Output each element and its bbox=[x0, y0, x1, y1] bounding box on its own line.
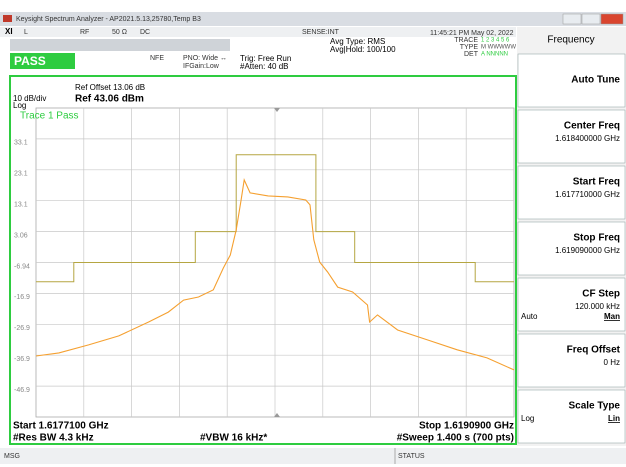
softkey-value: 1.618400000 GHz bbox=[555, 134, 620, 143]
top-marker bbox=[274, 108, 280, 112]
scale-type: Log bbox=[13, 101, 26, 110]
y-tick-label: -16.9 bbox=[14, 294, 30, 301]
title-bar bbox=[0, 12, 626, 26]
settings-bar bbox=[10, 39, 230, 51]
status-item: SENSE:INT bbox=[302, 29, 340, 36]
datetime: 11:45:21 PM May 02, 2022 bbox=[430, 30, 514, 37]
softkey-label: CF Step bbox=[582, 289, 620, 300]
softkey-label: Center Freq bbox=[564, 121, 620, 132]
y-tick-label: 3.06 bbox=[14, 232, 28, 239]
softkey-option[interactable]: Log bbox=[521, 414, 534, 423]
window-title: Keysight Spectrum Analyzer - AP2021.5.13… bbox=[16, 16, 201, 23]
status-row bbox=[0, 27, 516, 37]
softkey-label: Stop Freq bbox=[573, 233, 620, 244]
softkey-value: 120.000 kHz bbox=[575, 302, 620, 311]
softkey-option[interactable]: Lin bbox=[608, 414, 620, 423]
nfe: NFE bbox=[150, 55, 164, 62]
res-bw: #Res BW 4.3 kHz bbox=[13, 433, 94, 444]
type-label: TYPE bbox=[460, 44, 479, 51]
plot: 33.1 23.1 13.1 3.06 -6.94 -16.9 -26.9 -36.9 -46.… bbox=[14, 107, 515, 418]
det-label: DET bbox=[464, 51, 479, 58]
start-freq: Start 1.6177100 GHz bbox=[13, 421, 109, 432]
softkey-option[interactable]: Auto bbox=[521, 312, 538, 321]
softkey-label: Start Freq bbox=[573, 177, 620, 188]
y-tick-label: -46.9 bbox=[14, 387, 30, 394]
msg: MSG bbox=[4, 453, 20, 460]
stop-freq: Stop 1.6190900 GHz bbox=[419, 421, 514, 432]
y-tick-label: -26.9 bbox=[14, 325, 30, 332]
display-frame bbox=[9, 75, 517, 445]
limit-line bbox=[36, 154, 514, 283]
y-tick-label: 13.1 bbox=[14, 202, 28, 209]
y-tick-label: 33.1 bbox=[14, 140, 28, 147]
ref-level: Ref 43.06 dBm bbox=[75, 94, 144, 105]
maximize-button[interactable] bbox=[581, 13, 601, 25]
mode-icon: XI bbox=[5, 27, 13, 36]
app-icon bbox=[3, 15, 12, 22]
status-item: DC bbox=[140, 29, 150, 36]
softkey[interactable] bbox=[517, 221, 626, 276]
y-tick-label: -36.9 bbox=[14, 356, 30, 363]
softkeys: Auto Tune Center Freq 1.618400000 GHz Start… bbox=[517, 53, 626, 444]
status-bar bbox=[0, 448, 626, 464]
minimize-button[interactable] bbox=[562, 13, 582, 25]
det-vals: A NNNNN bbox=[481, 52, 508, 58]
verdict-box bbox=[10, 53, 75, 69]
ref-offset: Ref Offset 13.06 dB bbox=[75, 83, 145, 92]
bottom-marker bbox=[274, 413, 280, 417]
status-item: RF bbox=[80, 29, 89, 36]
menu-title: Frequency bbox=[547, 35, 594, 46]
trace bbox=[35, 177, 515, 371]
softkey[interactable] bbox=[517, 165, 626, 220]
trace-status: Trace 1 Pass bbox=[20, 111, 79, 122]
ifgain: IFGain:Low bbox=[183, 63, 220, 70]
pno: PNO: Wide ↔ bbox=[183, 55, 227, 62]
sweep: #Sweep 1.400 s (700 pts) bbox=[397, 433, 514, 444]
softkey[interactable] bbox=[517, 333, 626, 388]
trigger: Trig: Free Run bbox=[240, 54, 291, 63]
verdict: PASS bbox=[14, 54, 46, 68]
y-tick-label: -6.94 bbox=[14, 263, 30, 270]
vbw: #VBW 16 kHz* bbox=[200, 433, 267, 444]
trace-nums: 1 2 3 4 5 6 bbox=[481, 38, 510, 44]
status-item: L bbox=[24, 29, 28, 36]
softkey-value: 1.619090000 GHz bbox=[555, 246, 620, 255]
avg-hold: Avg|Hold: 100/100 bbox=[330, 45, 396, 54]
attenuation: #Atten: 40 dB bbox=[240, 62, 288, 71]
softkey-label: Scale Type bbox=[568, 401, 620, 412]
y-tick-label: 23.1 bbox=[14, 171, 28, 178]
softkey-value: 1.617710000 GHz bbox=[555, 190, 620, 199]
softkey-label: Auto Tune bbox=[571, 75, 620, 86]
status: STATUS bbox=[398, 453, 425, 460]
avg-type: Avg Type: RMS bbox=[330, 37, 385, 46]
trace-label: TRACE bbox=[454, 37, 478, 44]
softkey-option[interactable]: Man bbox=[604, 312, 620, 321]
softkey-label: Freq Offset bbox=[567, 345, 621, 356]
close-button[interactable] bbox=[600, 13, 624, 25]
softkey[interactable] bbox=[517, 389, 626, 444]
type-vals: M WWWWW bbox=[481, 45, 516, 51]
softkey[interactable] bbox=[517, 277, 626, 332]
softkey-value: 0 Hz bbox=[604, 358, 620, 367]
softkey[interactable] bbox=[517, 53, 626, 108]
softkey[interactable] bbox=[517, 109, 626, 164]
status-item: 50 Ω bbox=[112, 29, 127, 36]
scale: 10 dB/div bbox=[13, 94, 46, 103]
